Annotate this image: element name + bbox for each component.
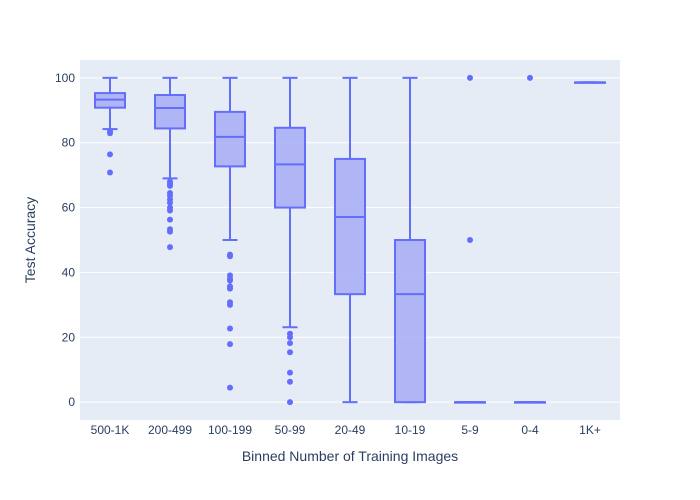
outlier-point — [227, 277, 233, 284]
x-tick-label-200-499: 200-499 — [148, 423, 192, 437]
outlier-point — [227, 341, 233, 348]
outlier-point — [287, 349, 293, 356]
y-tick-label-80: 80 — [62, 136, 76, 150]
y-tick-label-40: 40 — [62, 265, 76, 279]
outlier-point — [107, 151, 113, 158]
outlier-point — [107, 130, 113, 137]
outlier-point — [287, 399, 293, 406]
outlier-point — [167, 244, 173, 251]
box-iqr — [334, 157, 366, 296]
outlier-point — [227, 301, 233, 308]
outlier-point — [467, 74, 473, 81]
box-200-499 — [154, 76, 186, 251]
x-tick-label-100-199: 100-199 — [208, 423, 252, 437]
box-iqr — [154, 94, 186, 130]
outlier-point — [287, 369, 293, 376]
y-axis-ticks: 0 20 40 60 80 100 — [55, 71, 75, 409]
outlier-point — [527, 74, 533, 81]
box-50-99 — [274, 76, 306, 406]
box-20-49 — [334, 76, 366, 404]
box-1K+ — [574, 81, 606, 84]
box-iqr — [274, 126, 306, 209]
outlier-point — [167, 199, 173, 206]
box-100-199 — [214, 76, 246, 391]
box-iqr — [394, 239, 426, 404]
outlier-point — [287, 340, 293, 347]
outlier-point — [227, 285, 233, 292]
outlier-point — [167, 216, 173, 223]
box-500-1K — [94, 76, 126, 176]
outlier-point — [227, 384, 233, 391]
y-axis-title: Test Accuracy — [22, 197, 38, 283]
outlier-point — [467, 237, 473, 243]
box-5-9 — [454, 74, 486, 404]
x-tick-label-0-4: 0-4 — [521, 423, 539, 437]
y-tick-label-60: 60 — [62, 201, 76, 215]
outlier-point — [167, 228, 173, 235]
outlier-point — [287, 378, 293, 385]
outlier-point — [167, 207, 173, 214]
x-axis-ticks: 500-1K 200-499 100-199 50-99 20-49 10-19 5-9 0-… — [91, 423, 601, 437]
outlier-point — [227, 325, 233, 332]
x-tick-label-20-49: 20-49 — [335, 423, 366, 437]
y-tick-label-100: 100 — [55, 71, 75, 85]
boxes — [94, 74, 606, 406]
outlier-point — [227, 253, 233, 260]
box-10-19 — [394, 76, 426, 404]
outlier-point — [167, 182, 173, 189]
y-tick-label-0: 0 — [68, 395, 75, 409]
outlier-point — [287, 334, 293, 341]
x-tick-label-10-19: 10-19 — [395, 423, 426, 437]
x-tick-label-5-9: 5-9 — [461, 423, 479, 437]
x-tick-label-1K+: 1K+ — [579, 423, 601, 437]
outlier-point — [107, 169, 113, 176]
x-axis-title: Binned Number of Training Images — [242, 448, 458, 464]
x-tick-label-50-99: 50-99 — [275, 423, 306, 437]
box-iqr — [214, 110, 246, 168]
box-0-4 — [514, 74, 546, 404]
x-tick-label-500-1K: 500-1K — [91, 423, 130, 437]
y-tick-label-20: 20 — [62, 330, 76, 344]
